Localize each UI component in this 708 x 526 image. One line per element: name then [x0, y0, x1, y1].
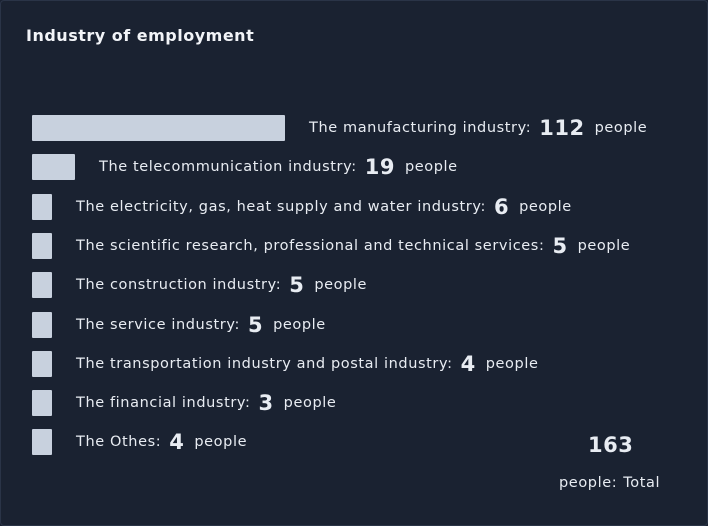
unit-label: people	[194, 434, 248, 450]
value-label: 19	[364, 155, 395, 179]
bar-label-8: The Othes: 4 people	[76, 429, 247, 455]
bar-label-7: The financial industry: 3 people	[76, 390, 336, 416]
value-label: 6	[493, 195, 510, 219]
unit-label: people	[577, 238, 631, 254]
category-name: The electricity, gas, heat supply and wa…	[76, 199, 486, 215]
category-name: The service industry:	[76, 317, 240, 333]
bar-label-2: The electricity, gas, heat supply and wa…	[76, 194, 572, 220]
bar-0	[32, 115, 285, 141]
value-label: 5	[289, 273, 305, 297]
total-label-suffix: Total	[623, 475, 661, 491]
bar-4	[32, 272, 52, 298]
bar-label-0: The manufacturing industry: 112 people	[309, 115, 647, 141]
unit-label: people	[485, 356, 539, 372]
bar-5	[32, 312, 52, 338]
value-label: 4	[169, 430, 185, 454]
unit-label: people	[283, 395, 337, 411]
bar-3	[32, 233, 52, 259]
category-name: The construction industry:	[76, 277, 282, 293]
category-name: The transportation industry and postal i…	[76, 356, 453, 372]
category-name: The telecommunication industry:	[99, 159, 357, 175]
category-name: The Othes:	[76, 434, 162, 450]
bar-6	[32, 351, 52, 377]
value-label: 5	[552, 234, 568, 258]
bar-2	[32, 194, 52, 220]
total-label-prefix: people:	[559, 475, 618, 491]
unit-label: people	[314, 277, 368, 293]
value-label: 5	[247, 313, 264, 337]
total-label: people: Total	[559, 475, 660, 491]
value-label: 3	[258, 391, 274, 415]
value-label: 4	[460, 352, 476, 376]
unit-label: people	[273, 317, 326, 333]
value-label: 112	[539, 116, 585, 140]
bar-label-3: The scientific research, professional an…	[76, 233, 630, 259]
category-name: The financial industry:	[76, 395, 251, 411]
bar-7	[32, 390, 52, 416]
bar-1	[32, 154, 75, 180]
total-value: 163	[588, 433, 634, 457]
unit-label: people	[404, 159, 458, 175]
chart-title: Industry of employment	[26, 26, 255, 45]
bar-8	[32, 429, 52, 455]
bar-label-4: The construction industry: 5 people	[76, 272, 367, 298]
category-name: The scientific research, professional an…	[76, 238, 545, 254]
category-name: The manufacturing industry:	[309, 120, 532, 136]
bar-label-1: The telecommunication industry: 19 people	[99, 154, 458, 180]
bar-label-6: The transportation industry and postal i…	[76, 351, 538, 377]
bar-label-5: The service industry: 5 people	[76, 312, 326, 338]
unit-label: people	[594, 120, 648, 136]
unit-label: people	[519, 199, 572, 215]
